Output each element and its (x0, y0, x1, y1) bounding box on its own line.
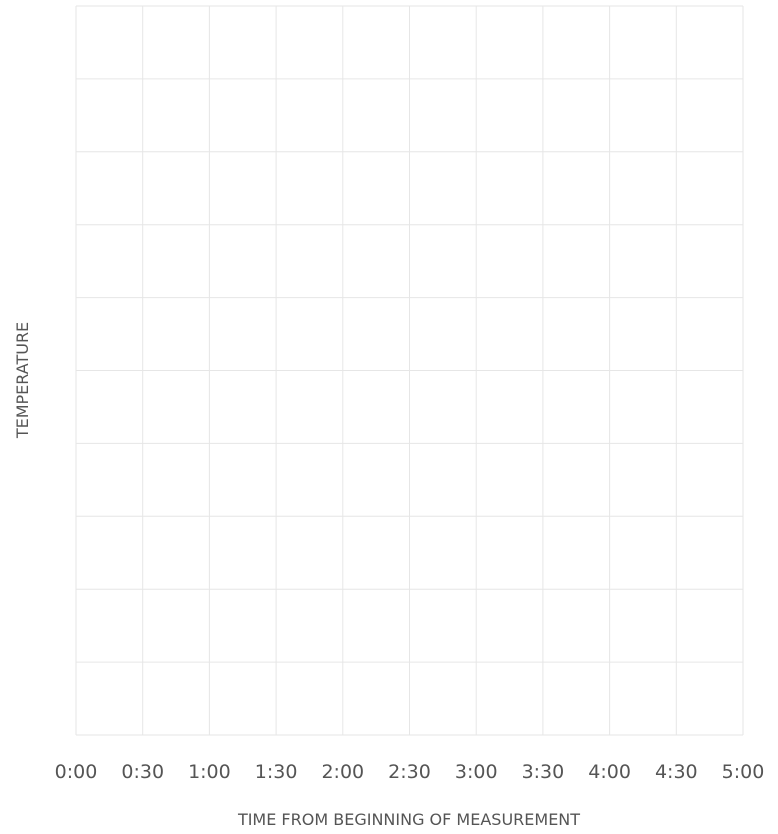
x-tick-label: 0:00 (55, 761, 98, 783)
grid (75, 5, 744, 736)
x-axis-title: TIME FROM BEGINNING OF MEASUREMENT (237, 810, 580, 829)
x-tick-label: 4:30 (655, 761, 698, 783)
x-tick-label: 5:00 (722, 761, 765, 783)
x-tick-label: 1:30 (255, 761, 298, 783)
x-tick-label: 3:30 (522, 761, 565, 783)
x-tick-label: 4:00 (588, 761, 631, 783)
x-tick-label: 2:30 (388, 761, 431, 783)
x-tick-labels: 0:00 0:30 1:00 1:30 2:00 2:30 3:00 3:30 4:00 4:30… (55, 761, 765, 783)
x-tick-label: 1:00 (188, 761, 231, 783)
y-axis-title: TEMPERATURE (13, 322, 32, 439)
x-tick-label: 0:30 (121, 761, 164, 783)
x-tick-label: 3:00 (455, 761, 498, 783)
x-tick-label: 2:00 (321, 761, 364, 783)
